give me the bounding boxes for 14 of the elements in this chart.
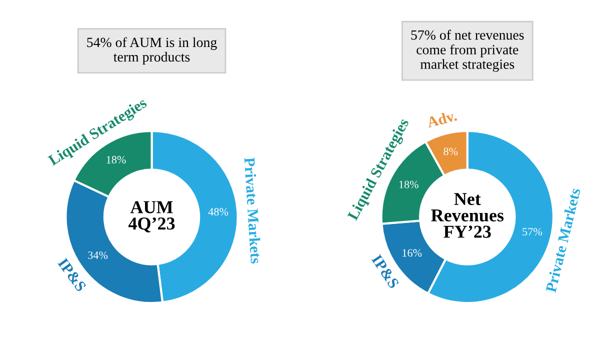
chart-title: 57% of net revenues come from private market strategies bbox=[411, 30, 524, 72]
slice-label: Adv. bbox=[426, 110, 458, 128]
data-label: 18% bbox=[106, 156, 126, 164]
data-label: 18% bbox=[399, 180, 418, 188]
text: AUM 4Q’23 bbox=[128, 201, 175, 232]
data-label: 16% bbox=[402, 249, 422, 257]
data-label: 8% bbox=[444, 148, 458, 156]
data-label: 57% bbox=[522, 228, 542, 236]
slice-label: Private Markets bbox=[244, 157, 262, 264]
data-label: 34% bbox=[88, 251, 108, 259]
slice-label: Private Markets bbox=[545, 187, 581, 293]
text: Net Revenues FY’23 bbox=[431, 193, 504, 238]
data-label: 48% bbox=[208, 208, 228, 216]
chart-title: 54% of AUM is in long term products bbox=[87, 37, 217, 64]
